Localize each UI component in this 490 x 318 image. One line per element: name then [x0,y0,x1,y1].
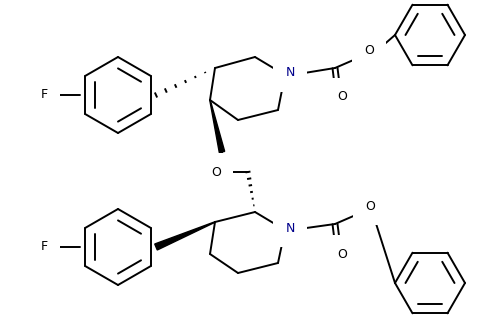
Text: F: F [41,88,48,101]
Text: N: N [285,222,294,234]
Text: O: O [337,91,347,103]
Text: O: O [365,199,375,212]
Text: O: O [211,165,221,178]
Text: F: F [41,240,48,253]
Text: N: N [285,66,294,80]
Text: O: O [337,247,347,260]
Polygon shape [210,100,225,153]
Polygon shape [155,222,215,250]
Text: O: O [364,44,374,57]
